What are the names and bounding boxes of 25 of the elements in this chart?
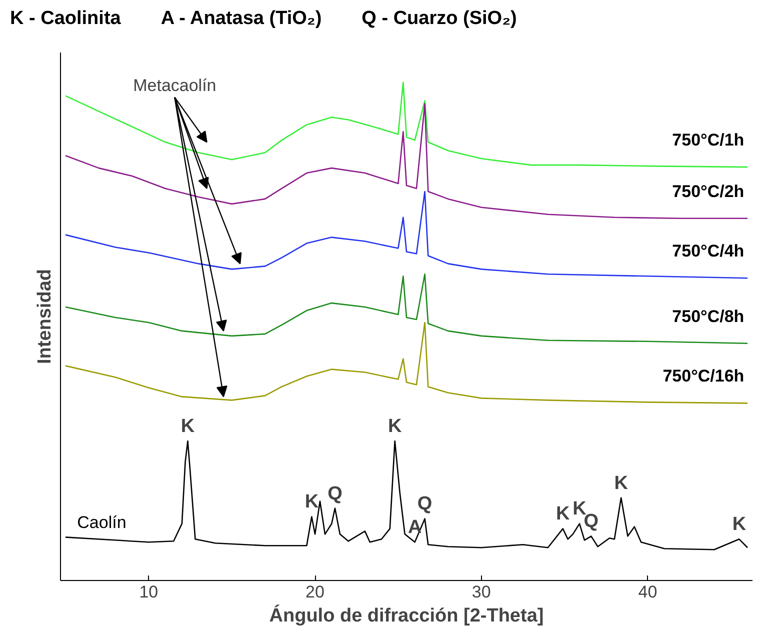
- annotation: K: [556, 504, 570, 525]
- x-tick-label: 40: [638, 582, 658, 602]
- annotation: K: [388, 416, 402, 438]
- annotation: K: [304, 492, 319, 513]
- series-label: 750°C/2h: [672, 182, 744, 201]
- annotation: K: [614, 472, 628, 494]
- annotation: K: [732, 514, 746, 536]
- x-tick-label: 20: [306, 582, 324, 602]
- text: K - Caolinita: [10, 7, 121, 31]
- series-label: 750°C/16h: [662, 366, 744, 386]
- y-axis-title: Intensidad: [34, 268, 56, 364]
- annotation: Q: [417, 494, 432, 515]
- annotation: A: [408, 517, 422, 538]
- x-tick-label: 10: [139, 582, 158, 602]
- series-label: 750°C/8h: [672, 306, 744, 326]
- annotation: K: [180, 416, 195, 438]
- annotation: Q: [328, 483, 342, 504]
- x-tick-label: 30: [472, 582, 491, 602]
- series-label: Caolín: [77, 513, 126, 532]
- text: Q - Cuarzo (SiO₂): [362, 7, 517, 31]
- text: A - Anatasa (TiO₂): [160, 7, 322, 31]
- series-label: 750°C/1h: [672, 130, 744, 150]
- x-axis-title: Ángulo de difracción [2-Theta]: [269, 604, 544, 626]
- annotation: Metacaolín: [133, 76, 216, 95]
- series-label: 750°C/4h: [672, 242, 744, 261]
